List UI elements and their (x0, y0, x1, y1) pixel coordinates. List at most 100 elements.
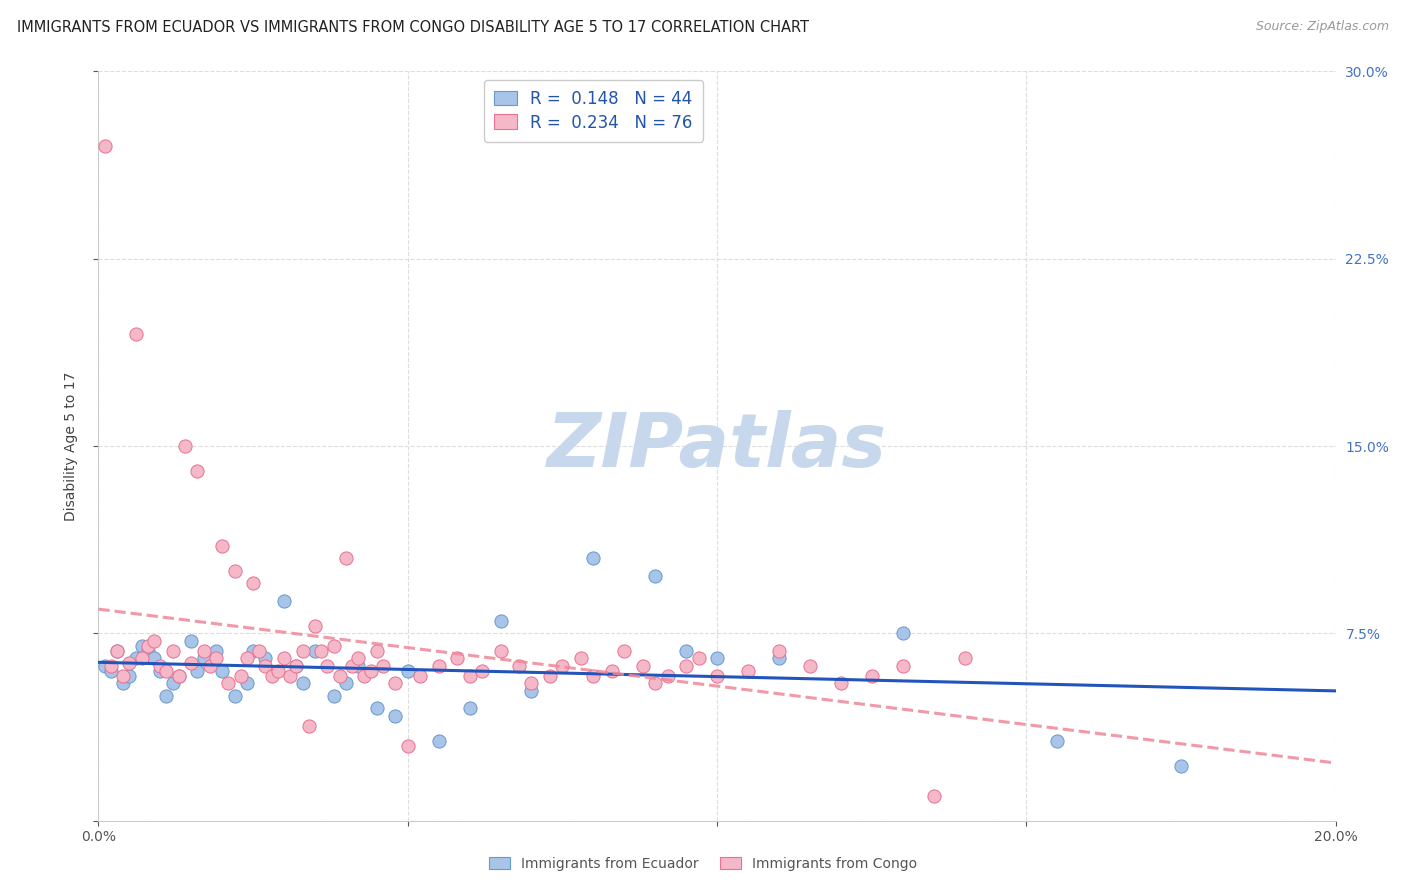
Point (247, 644, 270, 658)
Point (155, 664, 177, 678)
Point (236, 651, 259, 665)
Y-axis label: Disability Age 5 to 17: Disability Age 5 to 17 (63, 371, 77, 521)
Point (366, 644, 388, 658)
Point (167, 669, 190, 683)
Point (384, 676, 406, 690)
Point (471, 664, 494, 678)
Text: ZIPatlas: ZIPatlas (547, 409, 887, 483)
Point (304, 644, 326, 658)
Point (105, 644, 128, 658)
Point (254, 658, 277, 673)
Legend: R =  0.148   N = 44, R =  0.234   N = 76: R = 0.148 N = 44, R = 0.234 N = 76 (484, 79, 703, 142)
Point (489, 614, 512, 628)
Point (143, 651, 166, 665)
Point (278, 669, 301, 683)
Point (953, 651, 976, 665)
Point (360, 664, 382, 678)
Point (211, 539, 233, 553)
Point (162, 644, 184, 658)
Point (211, 664, 233, 678)
Point (396, 664, 419, 678)
Point (706, 651, 728, 665)
Point (830, 676, 852, 690)
Point (384, 708, 406, 723)
Point (366, 701, 388, 715)
Point (644, 569, 666, 583)
Point (242, 644, 264, 658)
Point (131, 651, 153, 665)
Point (205, 651, 228, 665)
Point (143, 633, 166, 648)
Point (582, 669, 605, 683)
Point (298, 719, 321, 733)
Point (613, 644, 636, 658)
Text: Source: ZipAtlas.com: Source: ZipAtlas.com (1256, 20, 1389, 33)
Point (427, 658, 450, 673)
Point (93, 139, 115, 153)
Point (409, 669, 432, 683)
Point (217, 676, 239, 690)
Point (340, 658, 363, 673)
Point (93, 658, 115, 673)
Point (149, 664, 172, 678)
Point (131, 639, 153, 653)
Point (273, 651, 295, 665)
Point (291, 676, 314, 690)
Point (1046, 733, 1069, 747)
Point (891, 658, 914, 673)
Legend: Immigrants from Ecuador, Immigrants from Congo: Immigrants from Ecuador, Immigrants from… (484, 851, 922, 876)
Point (347, 651, 370, 665)
Point (322, 689, 344, 703)
Point (167, 669, 190, 683)
Point (309, 644, 332, 658)
Point (458, 701, 481, 715)
Point (675, 644, 697, 658)
Point (688, 651, 710, 665)
Point (285, 658, 308, 673)
Point (322, 639, 344, 653)
Point (105, 644, 128, 658)
Point (657, 669, 679, 683)
Point (124, 326, 146, 341)
Point (569, 651, 592, 665)
Point (174, 439, 197, 453)
Point (186, 664, 208, 678)
Point (1170, 758, 1192, 772)
Point (427, 733, 450, 747)
Point (489, 644, 512, 658)
Point (112, 676, 135, 690)
Point (316, 658, 339, 673)
Point (304, 619, 326, 633)
Point (446, 651, 468, 665)
Point (205, 644, 228, 658)
Point (768, 651, 790, 665)
Text: IMMIGRANTS FROM ECUADOR VS IMMIGRANTS FROM CONGO DISABILITY AGE 5 TO 17 CORRELAT: IMMIGRANTS FROM ECUADOR VS IMMIGRANTS FR… (17, 20, 808, 35)
Point (242, 576, 264, 591)
Point (186, 464, 208, 478)
Point (229, 669, 252, 683)
Point (508, 658, 530, 673)
Point (353, 669, 375, 683)
Point (600, 664, 623, 678)
Point (112, 669, 135, 683)
Point (520, 683, 543, 698)
Point (706, 669, 728, 683)
Point (224, 689, 246, 703)
Point (644, 676, 666, 690)
Point (329, 669, 352, 683)
Point (291, 644, 314, 658)
Point (631, 658, 654, 673)
Point (335, 551, 357, 566)
Point (136, 644, 159, 658)
Point (180, 657, 202, 671)
Point (891, 626, 914, 640)
Point (162, 676, 184, 690)
Point (520, 676, 543, 690)
Point (273, 594, 295, 608)
Point (118, 657, 141, 671)
Point (371, 658, 394, 673)
Point (551, 658, 574, 673)
Point (224, 564, 246, 578)
Point (155, 689, 177, 703)
Point (922, 789, 945, 803)
